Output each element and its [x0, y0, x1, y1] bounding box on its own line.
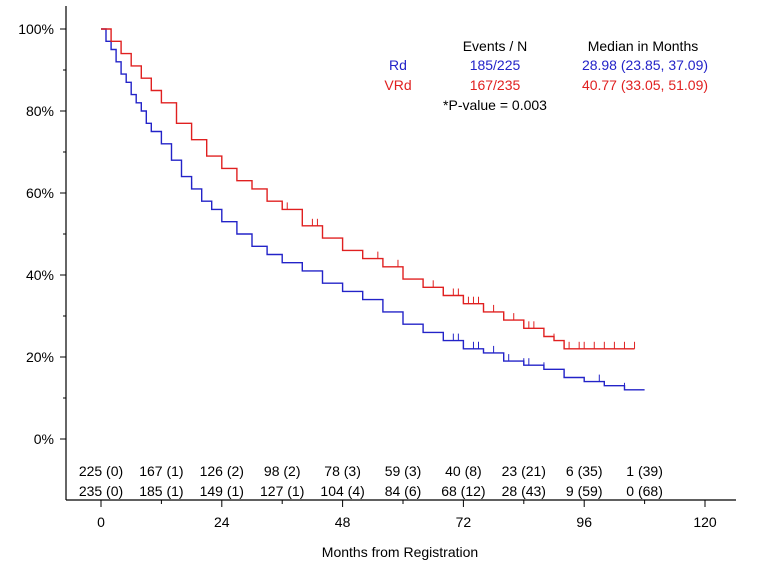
at-risk-rd: 78 (3): [324, 463, 361, 479]
at-risk-vrd: 149 (1): [200, 483, 244, 499]
x-tick-label: 48: [335, 514, 351, 530]
at-risk-vrd: 28 (43): [502, 483, 546, 499]
x-tick-label: 72: [456, 514, 472, 530]
number-at-risk-table: 225 (0) 167 (1) 126 (2) 98 (2) 78 (3) 59 (3) 4…: [79, 463, 663, 499]
survival-curve-vrd: [101, 28, 635, 350]
at-risk-vrd: 127 (1): [260, 483, 304, 499]
at-risk-vrd: 9 (59): [566, 483, 603, 499]
at-risk-rd: 23 (21): [502, 463, 546, 479]
legend-pvalue: *P-value = 0.003: [443, 97, 547, 113]
at-risk-rd: 6 (35): [566, 463, 603, 479]
at-risk-vrd: 185 (1): [139, 483, 183, 499]
at-risk-rd: 126 (2): [200, 463, 244, 479]
at-risk-vrd: 0 (68): [626, 483, 663, 499]
y-tick-label: 40%: [26, 267, 54, 283]
at-risk-rd: 167 (1): [139, 463, 183, 479]
x-tick-label: 0: [97, 514, 105, 530]
at-risk-rd: 1 (39): [626, 463, 663, 479]
x-axis-ticks: 0 24 48 72 96 120: [97, 500, 717, 530]
censor-marks: [191, 181, 636, 390]
x-tick-label: 96: [576, 514, 592, 530]
at-risk-rd: 59 (3): [385, 463, 422, 479]
y-tick-label: 80%: [26, 103, 54, 119]
at-risk-vrd: 235 (0): [79, 483, 123, 499]
at-risk-rd: 225 (0): [79, 463, 123, 479]
survival-curves: [101, 28, 645, 391]
at-risk-vrd: 68 (12): [441, 483, 485, 499]
y-axis-ticks: 0% 20% 40% 60% 80% 100%: [18, 21, 66, 447]
legend-vrd-events: 167/235: [470, 77, 521, 93]
legend-header-median: Median in Months: [588, 38, 699, 54]
legend-rd-label: Rd: [389, 57, 407, 73]
x-axis-label: Months from Registration: [322, 544, 478, 560]
legend-vrd-label: VRd: [384, 77, 411, 93]
x-tick-label: 120: [693, 514, 717, 530]
y-tick-label: 100%: [18, 21, 54, 37]
legend-rd-events: 185/225: [470, 57, 521, 73]
legend-vrd-median: 40.77 (33.05, 51.09): [582, 77, 708, 93]
at-risk-vrd: 104 (4): [320, 483, 364, 499]
legend: Events / N Median in Months Rd 185/225 2…: [384, 38, 708, 113]
at-risk-vrd: 84 (6): [385, 483, 422, 499]
legend-header-events: Events / N: [463, 38, 528, 54]
survival-curve-rd: [101, 28, 645, 391]
x-tick-label: 24: [214, 514, 230, 530]
y-tick-label: 60%: [26, 185, 54, 201]
y-tick-label: 0%: [34, 431, 54, 447]
legend-rd-median: 28.98 (23.85, 37.09): [582, 57, 708, 73]
y-tick-label: 20%: [26, 349, 54, 365]
at-risk-rd: 40 (8): [445, 463, 482, 479]
at-risk-rd: 98 (2): [264, 463, 301, 479]
